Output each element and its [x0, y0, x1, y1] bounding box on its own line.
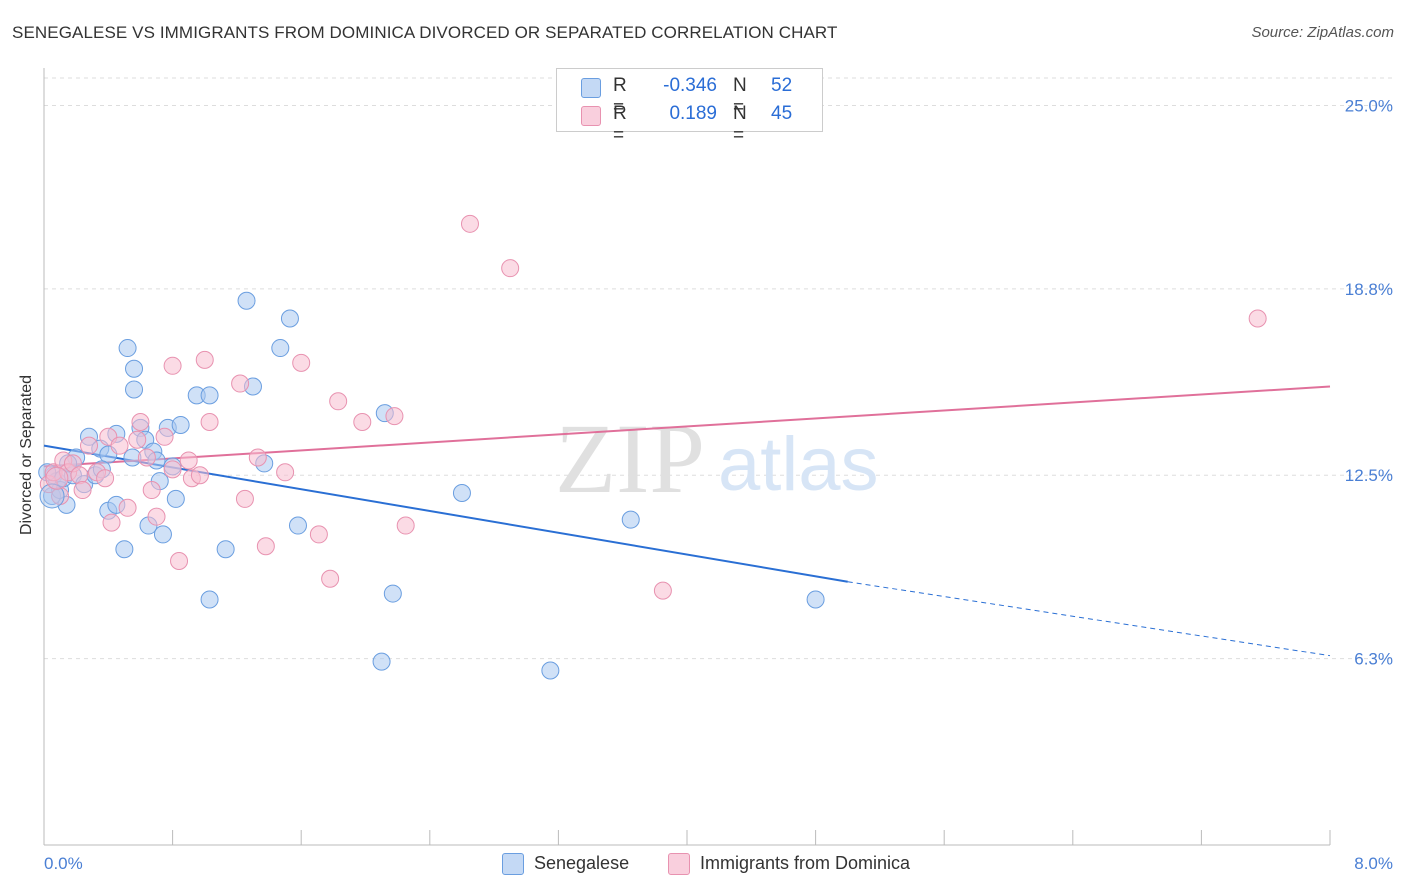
- point-dominica: [155, 427, 174, 446]
- legend-label: Senegalese: [534, 853, 630, 873]
- point-dominica: [276, 463, 295, 482]
- y-tick-label: 12.5%: [1345, 466, 1393, 485]
- axes: [43, 68, 1331, 846]
- point-dominica: [137, 448, 156, 467]
- point-senegalese: [806, 590, 825, 609]
- point-senegalese: [115, 540, 134, 559]
- point-dominica: [460, 214, 479, 233]
- point-senegalese: [271, 339, 290, 358]
- point-dominica: [96, 469, 115, 488]
- x-tick-label: 0.0%: [44, 854, 83, 873]
- point-dominica: [128, 430, 147, 449]
- point-senegalese: [280, 309, 299, 328]
- point-dominica: [309, 525, 328, 544]
- point-dominica: [195, 350, 214, 369]
- tick-labels: 6.3% 12.5% 18.8% 25.0% 0.0% 8.0%: [44, 96, 1393, 873]
- point-dominica: [231, 374, 250, 393]
- point-senegalese: [39, 483, 65, 509]
- point-senegalese: [125, 380, 144, 399]
- legend-r-label: R =: [613, 103, 627, 146]
- point-senegalese: [452, 483, 471, 502]
- point-dominica: [200, 413, 219, 432]
- point-dominica: [179, 451, 198, 470]
- chart-source: Source: ZipAtlas.com: [1251, 24, 1394, 41]
- point-dominica: [163, 356, 182, 375]
- point-dominica: [45, 466, 69, 490]
- grid-lines: [44, 77, 1395, 660]
- legend-swatch-blue: [581, 78, 601, 98]
- x-tick-label: 8.0%: [1354, 854, 1393, 873]
- point-dominica: [385, 407, 404, 426]
- point-dominica: [73, 481, 92, 500]
- legend-swatch-blue: [502, 853, 524, 875]
- point-dominica: [292, 353, 311, 372]
- point-dominica: [256, 537, 275, 556]
- data-points: [38, 214, 1267, 680]
- point-dominica: [501, 259, 520, 278]
- legend-n-label: N =: [733, 75, 747, 118]
- point-dominica: [235, 489, 254, 508]
- point-dominica: [190, 466, 209, 485]
- point-dominica: [321, 569, 340, 588]
- legend-swatch-pink: [668, 853, 690, 875]
- point-dominica: [353, 413, 372, 432]
- trend-lines: [43, 385, 1331, 657]
- point-senegalese: [118, 339, 137, 358]
- watermark-zip: ZIP: [555, 403, 705, 514]
- point-senegalese: [171, 415, 190, 434]
- point-senegalese: [541, 661, 560, 680]
- point-dominica: [170, 552, 189, 571]
- legend-r-value: -0.346: [663, 75, 717, 96]
- y-tick-label: 6.3%: [1354, 650, 1393, 669]
- point-dominica: [131, 413, 150, 432]
- point-senegalese: [237, 291, 256, 310]
- point-senegalese: [288, 516, 307, 535]
- point-senegalese: [216, 540, 235, 559]
- y-axis-label: Divorced or Separated: [18, 374, 35, 536]
- point-senegalese: [153, 525, 172, 544]
- point-dominica: [147, 507, 166, 526]
- point-dominica: [80, 436, 99, 455]
- watermark-atlas: atlas: [718, 422, 879, 507]
- point-senegalese: [372, 652, 391, 671]
- point-dominica: [653, 581, 672, 600]
- point-senegalese: [200, 386, 219, 405]
- legend-swatch-pink: [581, 106, 601, 126]
- y-axis-label-wrap: Divorced or Separated: [4, 295, 35, 535]
- stats-legend: R = -0.346 N = 52 R = 0.189 N = 45: [556, 68, 823, 146]
- point-dominica: [163, 460, 182, 479]
- point-senegalese: [200, 590, 219, 609]
- chart-title: SENEGALESE VS IMMIGRANTS FROM DOMINICA D…: [12, 23, 838, 42]
- point-senegalese: [621, 510, 640, 529]
- point-dominica: [142, 481, 161, 500]
- legend-n-label: N =: [733, 103, 747, 146]
- point-dominica: [248, 448, 267, 467]
- legend-n-value: 45: [771, 103, 793, 124]
- legend-label: Immigrants from Dominica: [700, 853, 911, 873]
- point-dominica: [118, 498, 137, 517]
- point-dominica: [1248, 309, 1267, 328]
- point-dominica: [396, 516, 415, 535]
- y-tick-label: 25.0%: [1345, 96, 1393, 115]
- point-senegalese: [125, 359, 144, 378]
- point-senegalese: [383, 584, 402, 603]
- point-dominica: [329, 392, 348, 411]
- legend-r-value: 0.189: [669, 103, 717, 124]
- legend-r-label: R =: [613, 75, 627, 118]
- point-dominica: [110, 436, 129, 455]
- trend-line-senegalese-dashed: [847, 581, 1331, 657]
- point-dominica: [70, 466, 89, 485]
- point-senegalese: [166, 489, 185, 508]
- point-dominica: [102, 513, 121, 532]
- legend-n-value: 52: [771, 75, 793, 96]
- y-tick-label: 18.8%: [1345, 280, 1393, 299]
